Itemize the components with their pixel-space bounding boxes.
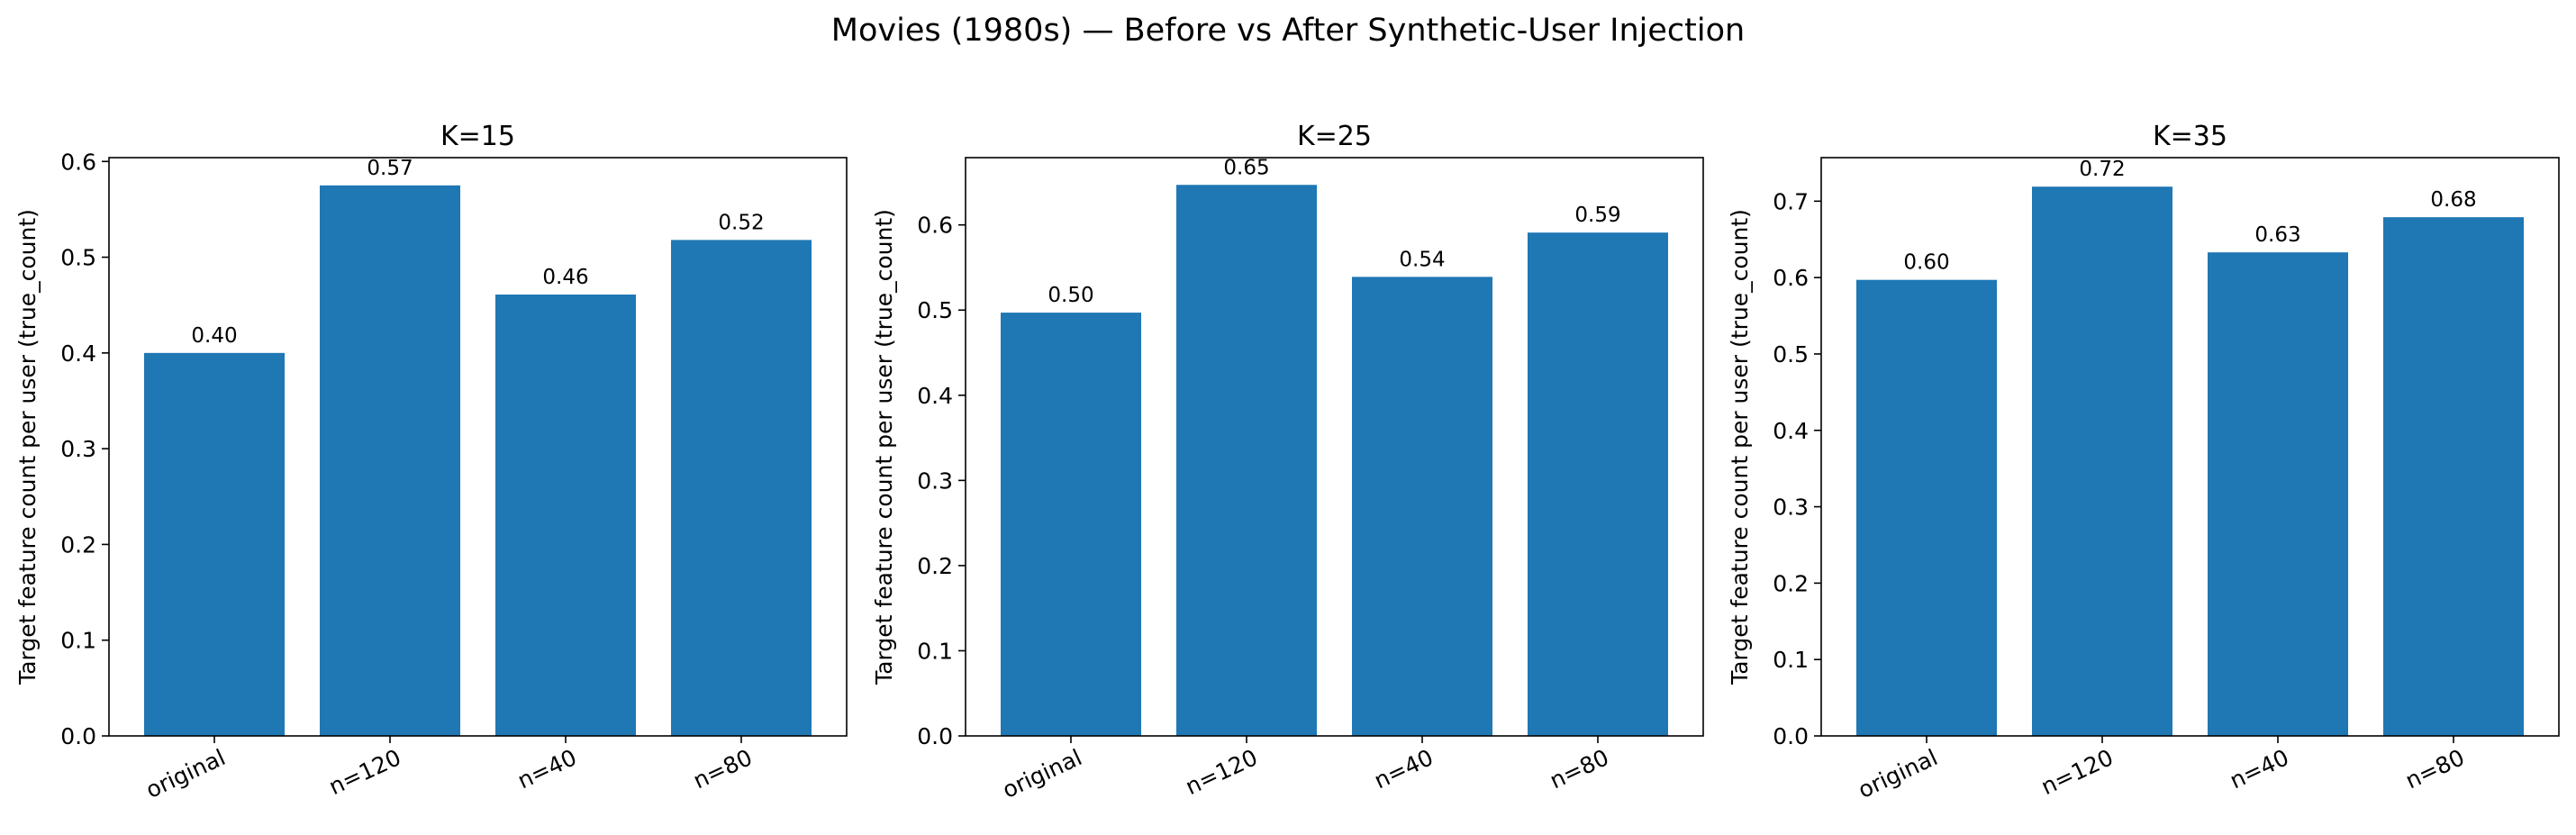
bar — [495, 294, 636, 736]
y-tick-label: 0.5 — [917, 297, 953, 323]
x-tick-label: n=40 — [513, 744, 580, 794]
y-tick-label: 0.6 — [60, 149, 96, 175]
bar — [320, 185, 460, 736]
x-tick-label: n=40 — [2226, 744, 2292, 794]
y-tick-label: 0.3 — [917, 467, 953, 494]
chart-panel-2: K=25 0.50 original 0.65 n=120 0.54 n=40 0.59 n=8… — [871, 121, 1704, 803]
y-tick-label: 0.4 — [917, 383, 953, 409]
x-tick-label: n=120 — [2037, 744, 2118, 800]
figure-title: Movies (1980s) — Before vs After Synthet… — [830, 13, 1746, 49]
y-axis-label: Target feature count per user (true_coun… — [14, 209, 41, 685]
x-tick-label: original — [1855, 744, 1942, 803]
y-tick-label: 0.3 — [60, 436, 96, 462]
y-tick-label: 0.2 — [60, 531, 96, 558]
bar-value-label: 0.54 — [1399, 248, 1445, 271]
bar — [1352, 277, 1492, 736]
bar — [1176, 185, 1317, 737]
axes-frame — [965, 157, 1704, 737]
bar-value-label: 0.40 — [191, 324, 237, 348]
y-axis-label: Target feature count per user (true_coun… — [1727, 209, 1753, 685]
y-tick-label: 0.0 — [60, 723, 96, 749]
bar-value-label: 0.59 — [1574, 204, 1620, 227]
bar-value-label: 0.72 — [2079, 158, 2125, 181]
y-tick-label: 0.4 — [60, 340, 96, 367]
y-tick-label: 0.3 — [1773, 495, 1809, 521]
y-tick-label: 0.5 — [1773, 341, 1809, 368]
y-tick-label: 0.4 — [1773, 418, 1809, 444]
bar-value-label: 0.46 — [542, 266, 588, 289]
axes-frame — [1820, 157, 2560, 737]
bar-value-label: 0.52 — [718, 211, 764, 234]
y-tick-label: 0.6 — [1773, 265, 1809, 291]
y-tick-label: 0.6 — [917, 213, 953, 239]
bar — [1528, 232, 1668, 736]
y-tick-label: 0.5 — [60, 245, 96, 271]
x-tick-label: n=80 — [2401, 744, 2468, 794]
x-tick-label: original — [999, 744, 1086, 803]
bar — [144, 352, 285, 736]
y-tick-label: 0.2 — [917, 553, 953, 579]
y-tick-label: 0.1 — [60, 628, 96, 654]
bar — [2032, 186, 2172, 736]
bar-value-label: 0.50 — [1048, 284, 1093, 307]
y-tick-label: 0.0 — [917, 723, 953, 749]
y-tick-label: 0.0 — [1773, 723, 1809, 749]
x-tick-label: n=120 — [325, 744, 405, 800]
y-tick-label: 0.1 — [1773, 647, 1809, 673]
bar — [2208, 252, 2348, 736]
y-tick-label: 0.2 — [1773, 570, 1809, 596]
x-tick-label: original — [142, 744, 230, 803]
subplot-title: K=35 — [2153, 121, 2227, 152]
y-tick-label: 0.7 — [1773, 188, 1809, 214]
bar-value-label: 0.63 — [2254, 223, 2300, 247]
x-tick-label: n=120 — [1182, 744, 1262, 800]
bar-value-label: 0.65 — [1223, 156, 1269, 179]
x-tick-label: n=40 — [1370, 744, 1437, 794]
bar-value-label: 0.68 — [2430, 188, 2476, 212]
y-tick-label: 0.1 — [917, 638, 953, 664]
bar — [1856, 279, 1997, 736]
chart-panel-1: K=15 0.40 original 0.57 n=120 0.46 n=40 0.52 n=8… — [14, 121, 848, 803]
y-axis-label: Target feature count per user (true_coun… — [871, 209, 897, 685]
subplot-title: K=25 — [1297, 121, 1372, 152]
x-tick-label: n=80 — [1546, 744, 1612, 794]
bar-value-label: 0.60 — [1903, 251, 1949, 275]
chart-panel-3: K=35 0.60 original 0.72 n=120 0.63 n=40 0.68 n=8… — [1727, 121, 2560, 803]
bar — [2383, 217, 2524, 737]
x-tick-label: n=80 — [689, 744, 756, 794]
axes-frame — [108, 157, 848, 737]
bar-value-label: 0.57 — [367, 157, 413, 180]
bar — [671, 240, 812, 736]
subplot-title: K=15 — [440, 121, 515, 152]
bar — [1001, 313, 1141, 736]
